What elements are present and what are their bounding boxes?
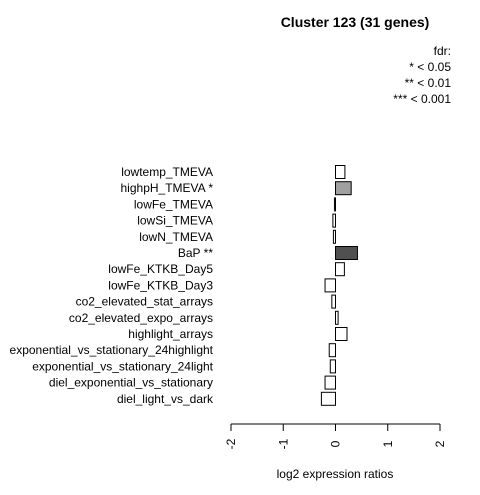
category-label: exponential_vs_stationary_24light: [32, 359, 213, 373]
bar: [324, 278, 336, 293]
legend-entry-1: * < 0.05: [409, 60, 451, 74]
category-label: lowFe_TMEVA: [134, 197, 213, 211]
category-label: lowFe_KTKB_Day5: [108, 262, 213, 276]
x-tick-label: 0: [329, 440, 343, 447]
x-tick-label: 1: [381, 440, 395, 447]
bar: [335, 181, 352, 196]
category-label: lowN_TMEVA: [139, 230, 213, 244]
category-label: diel_exponential_vs_stationary: [49, 376, 213, 390]
x-axis: -2 -1 0 1 2: [224, 423, 447, 449]
x-axis-label: log2 expression ratios: [277, 467, 394, 481]
category-label: co2_elevated_expo_arrays: [69, 311, 213, 325]
x-tick-label: -2: [224, 438, 238, 449]
bar: [332, 229, 337, 244]
bar: [331, 294, 336, 309]
bar: [332, 213, 337, 228]
bar: [333, 197, 336, 212]
category-label: BaP **: [178, 246, 213, 260]
chart-title: Cluster 123 (31 genes): [281, 14, 430, 30]
category-label: lowSi_TMEVA: [137, 214, 213, 228]
bar: [335, 327, 348, 341]
x-tick-label: -1: [276, 438, 290, 449]
legend-entry-3: *** < 0.001: [393, 92, 451, 106]
bars: [320, 165, 358, 406]
bar: [335, 262, 345, 277]
x-tick-label: 2: [433, 440, 447, 447]
fdr-legend: fdr: * < 0.05 ** < 0.01 *** < 0.001: [393, 44, 451, 106]
category-label: co2_elevated_stat_arrays: [76, 295, 213, 309]
category-label: exponential_vs_stationary_24highlight: [10, 343, 214, 357]
bar: [335, 165, 346, 179]
bar: [328, 343, 337, 358]
bar: [335, 310, 339, 325]
category-label: lowFe_KTKB_Day3: [108, 278, 213, 292]
category-labels: lowtemp_TMEVA highpH_TMEVA * lowFe_TMEVAlo…: [10, 165, 214, 406]
category-label: highlight_arrays: [128, 327, 213, 341]
category-label: highpH_TMEVA *: [121, 181, 214, 195]
bar: [324, 375, 336, 390]
legend-title: fdr:: [434, 44, 451, 58]
bar: [329, 359, 336, 374]
bar: [320, 391, 336, 406]
legend-entry-2: ** < 0.01: [405, 76, 452, 90]
bar: [335, 246, 358, 260]
category-label: lowtemp_TMEVA: [121, 165, 213, 179]
category-label: diel_light_vs_dark: [117, 392, 214, 406]
